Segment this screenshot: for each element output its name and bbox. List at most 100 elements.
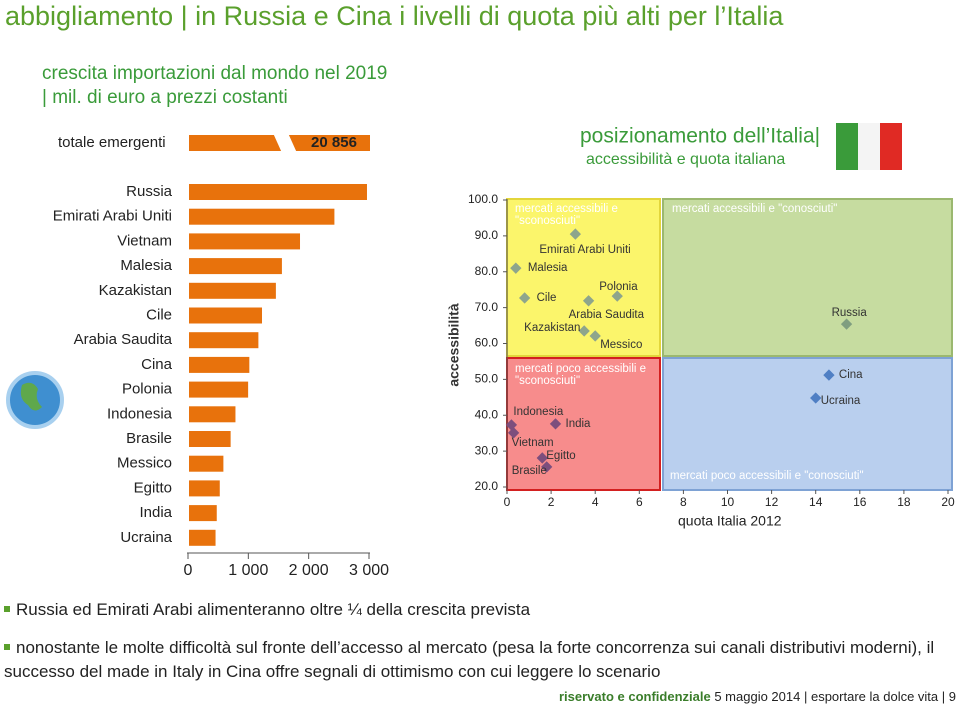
bar <box>189 480 220 497</box>
y-axis-label: accessibilità <box>446 303 462 386</box>
bar <box>189 455 224 472</box>
x-tick-label: 2 000 <box>289 562 329 579</box>
y-tick-label: Ucraina <box>120 529 172 546</box>
x-tick-label: 12 <box>765 495 779 509</box>
point-label: Arabia Saudita <box>569 309 645 321</box>
y-tick-label: 40.0 <box>475 407 499 421</box>
point <box>541 461 553 473</box>
bar <box>189 505 217 522</box>
footer: riservato e confidenziale 5 maggio 2014 … <box>558 689 956 704</box>
y-tick-label: Vietnam <box>117 232 172 249</box>
point-label: Indonesia <box>513 406 563 418</box>
point-label: Malesia <box>528 262 568 274</box>
x-tick-label: 20 <box>941 495 955 509</box>
x-tick-label: 2 <box>548 495 555 509</box>
x-tick-label: 18 <box>897 495 911 509</box>
footer-date: 5 maggio 2014 <box>714 689 801 704</box>
total-label: totale emergenti <box>58 134 166 151</box>
bullet: nonostante le molte difficoltà sul front… <box>4 636 954 684</box>
point <box>578 325 590 337</box>
y-tick-label: Russia <box>126 183 173 200</box>
quadrant-label: mercati accessibili e "conosciuti" <box>672 203 838 215</box>
bar <box>189 406 236 423</box>
x-tick-label: 14 <box>809 495 823 509</box>
quadrant-label: mercati poco accessibili e "conosciuti" <box>670 470 864 482</box>
x-axis-label: quota Italia 2012 <box>678 513 782 529</box>
y-tick-label: 30.0 <box>475 443 499 457</box>
bar <box>189 233 301 250</box>
x-tick-label: 10 <box>721 495 735 509</box>
x-tick-label: 1 000 <box>228 562 268 579</box>
y-tick-label: 90.0 <box>475 228 499 242</box>
point-label: Kazakistan <box>524 322 580 334</box>
y-tick-label: Emirati Arabi Uniti <box>53 208 172 225</box>
bar-subtitle: crescita importazioni dal mondo nel 2019… <box>42 63 388 108</box>
y-tick-label: Cina <box>141 356 173 373</box>
point <box>536 452 548 464</box>
point <box>582 295 595 307</box>
point-label: Cile <box>537 292 557 304</box>
flag <box>836 123 858 170</box>
point-label: Polonia <box>599 281 638 293</box>
quadrant-bg <box>506 357 661 491</box>
point <box>507 427 520 439</box>
point-label: Russia <box>832 307 868 319</box>
bar-value-label: 20 856 <box>311 134 357 151</box>
point <box>823 369 835 381</box>
x-tick-label: 6 <box>636 495 643 509</box>
y-tick-label: 20.0 <box>475 479 499 493</box>
x-tick-label: 0 <box>184 562 193 579</box>
page-number: 9 <box>948 689 956 704</box>
quadrant-bg <box>662 357 953 491</box>
point-label: Brasile <box>512 465 547 477</box>
y-tick-label: 100.0 <box>468 192 498 206</box>
bar <box>189 307 263 324</box>
bar <box>189 282 276 299</box>
bar <box>189 208 335 225</box>
y-tick-label: Malesia <box>120 257 172 274</box>
point <box>611 290 623 302</box>
point <box>518 292 531 304</box>
y-tick-label: Polonia <box>122 381 173 398</box>
y-tick-label: 80.0 <box>475 264 499 278</box>
point-label: India <box>566 418 592 430</box>
bar <box>189 184 367 200</box>
x-tick-label: 4 <box>592 495 599 509</box>
y-tick-label: Messico <box>117 455 172 472</box>
globe-icon <box>20 382 42 411</box>
point-label: Cina <box>839 369 863 381</box>
point-label: Messico <box>600 339 642 351</box>
point <box>589 330 601 342</box>
y-tick-label: Cile <box>146 306 172 323</box>
footer-project: esportare la dolce vita <box>810 689 939 704</box>
bar <box>189 258 282 275</box>
bar <box>189 381 249 398</box>
x-tick-label: 0 <box>504 495 511 509</box>
point <box>569 228 582 240</box>
bar <box>189 356 250 373</box>
point <box>840 318 853 330</box>
y-tick-label: Arabia Saudita <box>74 331 173 348</box>
bar <box>189 431 231 447</box>
point <box>510 262 522 274</box>
x-tick-label: 16 <box>853 495 867 509</box>
quadrant-label: mercati poco accessibili e "sconosciuti" <box>515 363 647 387</box>
quadrant-label: mercati accessibili e "sconosciuti" <box>515 203 618 227</box>
point-label: Vietnam <box>512 437 554 449</box>
y-tick-label: India <box>139 504 172 521</box>
x-tick-label: 3 000 <box>349 562 389 579</box>
scatter-title: posizionamento dell’Italia| <box>580 125 820 148</box>
x-tick-label: 8 <box>680 495 687 509</box>
flag <box>880 123 902 170</box>
y-tick-label: Kazakistan <box>99 282 172 299</box>
y-tick-label: Indonesia <box>107 405 173 422</box>
point-label: Emirati Arabi Uniti <box>539 244 630 256</box>
quadrant-bg <box>662 198 953 357</box>
point-label: Egitto <box>546 450 575 462</box>
y-tick-label: Egitto <box>134 479 172 496</box>
point <box>810 392 822 404</box>
axis-break <box>273 133 297 153</box>
bullet: Russia ed Emirati Arabi alimenteranno ol… <box>4 600 954 620</box>
y-tick-label: 50.0 <box>475 372 499 386</box>
